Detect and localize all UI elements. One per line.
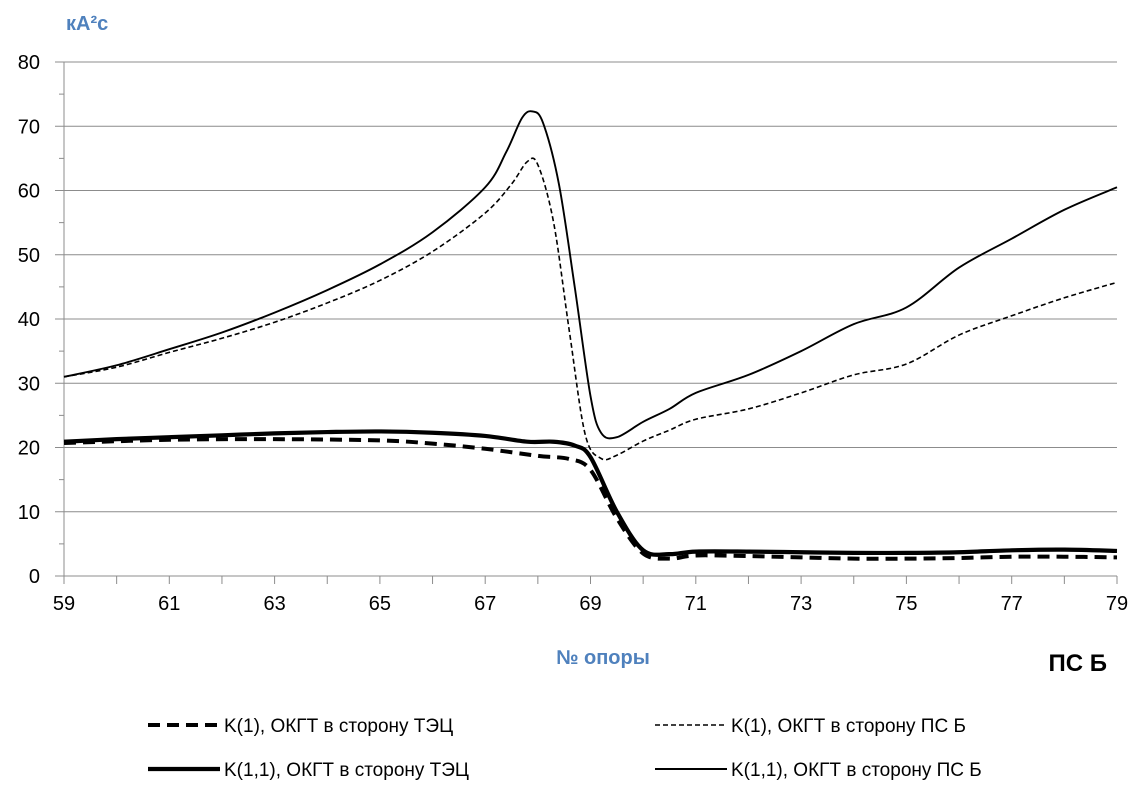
series-k11-tec-line bbox=[63, 429, 1118, 557]
x-tick-label: 69 bbox=[579, 593, 601, 615]
y-tick-label: 80 bbox=[18, 52, 40, 74]
x-tick-label: 79 bbox=[1106, 593, 1128, 615]
x-tick-label: 65 bbox=[369, 593, 391, 615]
legend: K(1), ОКГТ в сторону ТЭЦ K(1), ОКГТ в сто… bbox=[148, 716, 982, 781]
axes bbox=[55, 61, 1118, 584]
series-k1-tec-line bbox=[63, 437, 1118, 561]
y-tick-label: 60 bbox=[18, 181, 40, 203]
y-tick-label: 20 bbox=[18, 438, 40, 460]
x-tick-label: 73 bbox=[790, 593, 812, 615]
y-tick-label: 70 bbox=[18, 116, 40, 138]
x-tick-label: 71 bbox=[685, 593, 707, 615]
x-tick-label: 61 bbox=[158, 593, 180, 615]
y-tick-label: 50 bbox=[18, 245, 40, 267]
y-tick-label: 10 bbox=[18, 502, 40, 524]
legend-label-series-k11-tec: K(1,1), ОКГТ в сторону ТЭЦ bbox=[224, 760, 469, 781]
y-tick-label: 40 bbox=[18, 309, 40, 331]
legend-label-series-k11-psb: K(1,1), ОКГТ в сторону ПС Б bbox=[731, 760, 982, 781]
series-k1-psb-line bbox=[63, 157, 1118, 461]
x-tick-label: 67 bbox=[474, 593, 496, 615]
y-tick-label: 30 bbox=[18, 373, 40, 395]
y-tick-label: 0 bbox=[29, 566, 40, 588]
x-tick-label: 63 bbox=[263, 593, 285, 615]
series-lines bbox=[63, 110, 1118, 561]
corner-label: ПС Б bbox=[1049, 650, 1108, 677]
x-tick-label: 77 bbox=[1001, 593, 1023, 615]
tick-labels: 0 10 20 30 40 50 60 70 80 59 61 63 65 67 69 71 73 75 77 79 bbox=[18, 52, 1128, 615]
x-tick-label: 59 bbox=[53, 593, 75, 615]
legend-label-series-k1-psb: K(1), ОКГТ в сторону ПС Б bbox=[731, 716, 966, 737]
y-axis-label: кА²с bbox=[66, 13, 108, 35]
series-k11-psb-line bbox=[63, 110, 1118, 440]
legend-label-series-k1-tec: K(1), ОКГТ в сторону ТЭЦ bbox=[224, 716, 453, 737]
x-axis-label: № опоры bbox=[556, 647, 650, 669]
grid bbox=[64, 61, 1117, 513]
x-tick-label: 75 bbox=[895, 593, 917, 615]
